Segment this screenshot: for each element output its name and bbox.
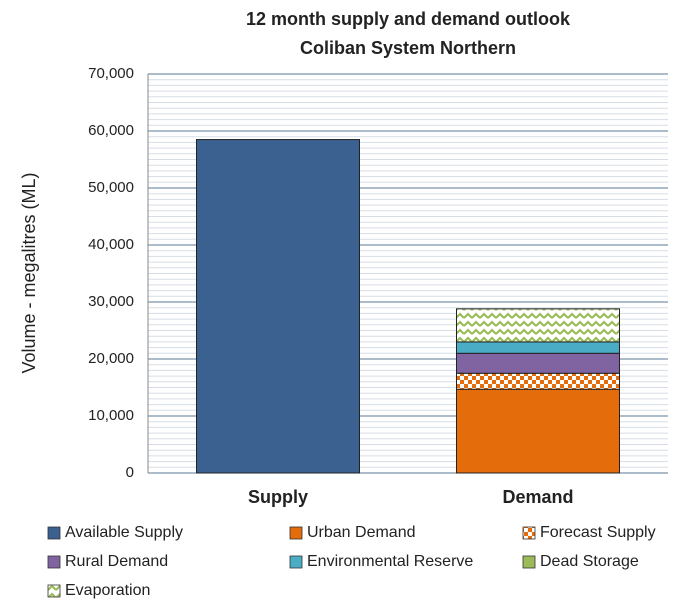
legend-swatch (47, 526, 61, 540)
bar-segment (196, 139, 360, 474)
bar-segment (456, 352, 620, 374)
y-axis-label: Volume - megalitres (ML) (19, 172, 39, 373)
x-tick-label: Demand (502, 487, 573, 507)
y-tick-label: 70,000 (88, 65, 134, 82)
y-tick-label: 60,000 (88, 122, 134, 139)
chart-subtitle: Coliban System Northern (300, 38, 516, 58)
y-tick-label: 10,000 (88, 407, 134, 424)
legend-label: Rural Demand (65, 553, 168, 570)
legend-swatch (522, 526, 536, 540)
legend-label: Urban Demand (307, 524, 416, 541)
legend-swatch (522, 555, 536, 569)
bar-segment (456, 341, 620, 354)
legend-label: Dead Storage (540, 553, 639, 570)
y-tick-label: 20,000 (88, 350, 134, 367)
y-tick-label: 40,000 (88, 236, 134, 253)
bar-segment (456, 388, 620, 474)
chart-title: 12 month supply and demand outlook (246, 9, 571, 29)
legend-swatch (47, 584, 61, 598)
legend-label: Environmental Reserve (307, 553, 473, 570)
x-tick-label: Supply (248, 487, 308, 507)
y-tick-label: 30,000 (88, 293, 134, 310)
legend-swatch (289, 555, 303, 569)
bar-segment (456, 372, 620, 390)
legend-swatch (289, 526, 303, 540)
bar-segment (456, 308, 620, 343)
y-tick-label: 0 (126, 464, 134, 481)
legend-swatch (47, 555, 61, 569)
y-tick-label: 50,000 (88, 179, 134, 196)
legend-label: Available Supply (65, 524, 183, 541)
legend-label: Forecast Supply (540, 524, 656, 541)
legend-label: Evaporation (65, 582, 150, 599)
